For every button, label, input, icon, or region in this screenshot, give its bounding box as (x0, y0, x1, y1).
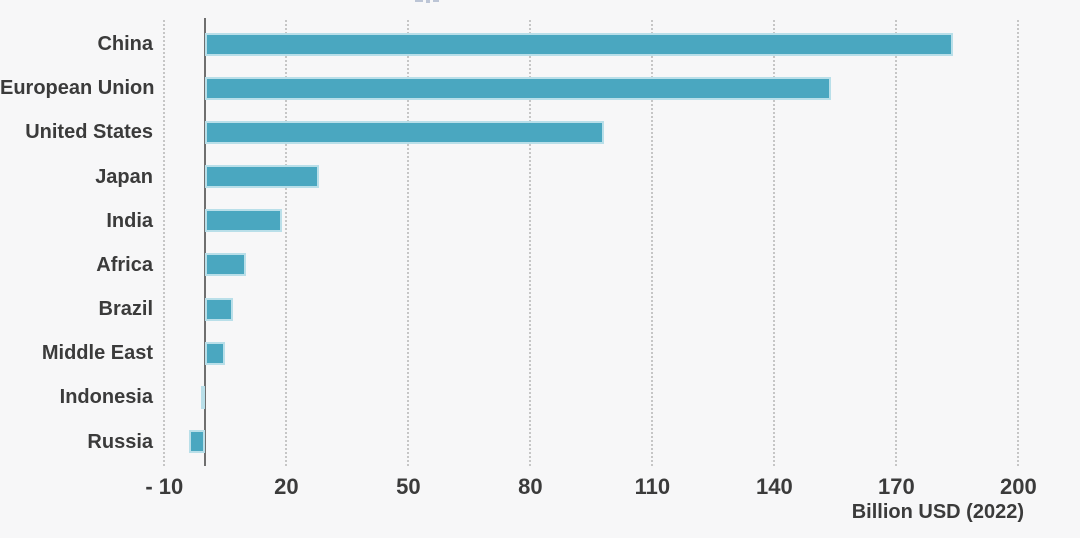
x-tick-label: - 10 (145, 474, 184, 499)
category-label: Middle East (41, 342, 153, 365)
y-axis-line (204, 18, 206, 466)
category-label: Africa (96, 253, 153, 276)
category-label: Indonesia (59, 386, 153, 409)
x-tick-label: 140 (755, 474, 793, 499)
bar-china (205, 32, 954, 56)
gridline-20 (285, 20, 288, 466)
x-tick-label: 200 (999, 474, 1037, 499)
bar-russia (188, 430, 205, 454)
gridline-170 (895, 20, 898, 466)
category-label: Japan (95, 165, 153, 188)
x-tick-label: 20 (274, 474, 299, 499)
x-tick-label: 50 (396, 474, 421, 499)
gridline-80 (529, 20, 532, 466)
x-tick-label: 110 (634, 474, 671, 499)
cropped-title-fragment (433, 0, 439, 2)
bar-brazil (205, 297, 234, 321)
cropped-title-fragment (415, 0, 423, 2)
bar-indonesia (200, 385, 205, 409)
bar-africa (205, 253, 246, 277)
bar-japan (205, 165, 319, 188)
gridline-110 (651, 20, 654, 466)
gridline-50 (407, 20, 410, 466)
cropped-title-fragment (426, 0, 430, 3)
bar-united-states (205, 120, 604, 144)
category-label: Brazil (98, 298, 153, 321)
x-tick-label: 170 (877, 474, 915, 499)
x-axis-title: Billion USD (2022) (851, 501, 1024, 523)
gridline-140 (773, 20, 776, 466)
category-label: United States (25, 121, 153, 144)
category-label: Russia (87, 430, 153, 453)
bar-india (205, 209, 283, 233)
bar-european-union (205, 76, 832, 100)
category-label: India (106, 209, 153, 232)
gridline-200 (1017, 20, 1020, 466)
bar-middle-east (205, 341, 226, 365)
category-label: China (97, 33, 153, 55)
gridline--10 (163, 20, 166, 466)
x-tick-label: 80 (518, 474, 543, 499)
category-label: European Union (0, 77, 155, 100)
